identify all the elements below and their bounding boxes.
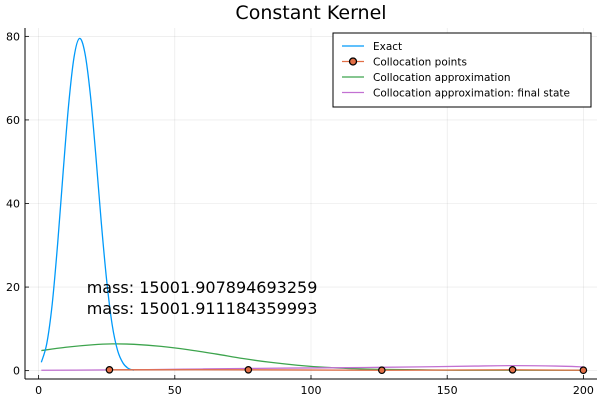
legend-label: Exact bbox=[373, 41, 402, 53]
legend-marker bbox=[348, 57, 358, 66]
legend-box bbox=[332, 32, 592, 108]
data-point bbox=[508, 366, 517, 374]
x-tick-label: 200 bbox=[573, 384, 594, 397]
data-point bbox=[244, 366, 253, 374]
series-line-exact bbox=[40, 37, 135, 371]
x-tick-label: 50 bbox=[168, 384, 182, 397]
legend-label: Collocation points bbox=[373, 57, 467, 69]
data-point bbox=[378, 366, 386, 375]
tick-labels: 0 50 100 150 200 0 20 40 60 80 bbox=[6, 30, 594, 397]
annotation-mass-1: mass: 15001.907894693259 bbox=[87, 278, 318, 297]
y-tick-label: 40 bbox=[6, 198, 20, 211]
data-point bbox=[105, 366, 114, 374]
x-tick-label: 0 bbox=[35, 384, 42, 397]
annotations: mass: 15001.907894693259 mass: 15001.9111… bbox=[87, 278, 318, 318]
y-tick-label: 0 bbox=[13, 365, 20, 378]
legend: Exact Collocation points Collocation appro… bbox=[332, 32, 592, 108]
y-tick-label: 80 bbox=[6, 30, 20, 43]
annotation-mass-2: mass: 15001.911184359993 bbox=[87, 299, 318, 318]
legend-label: Collocation approximation bbox=[373, 72, 511, 84]
legend-label: Collocation approximation: final state bbox=[373, 88, 570, 100]
x-tick-label: 150 bbox=[437, 384, 458, 397]
data-point bbox=[579, 366, 588, 375]
chart-title: Constant Kernel bbox=[235, 2, 386, 24]
y-tick-label: 20 bbox=[6, 281, 20, 294]
x-tick-label: 100 bbox=[301, 384, 322, 397]
axes bbox=[24, 28, 597, 380]
series-layer bbox=[40, 37, 588, 375]
y-tick-label: 60 bbox=[6, 114, 20, 127]
